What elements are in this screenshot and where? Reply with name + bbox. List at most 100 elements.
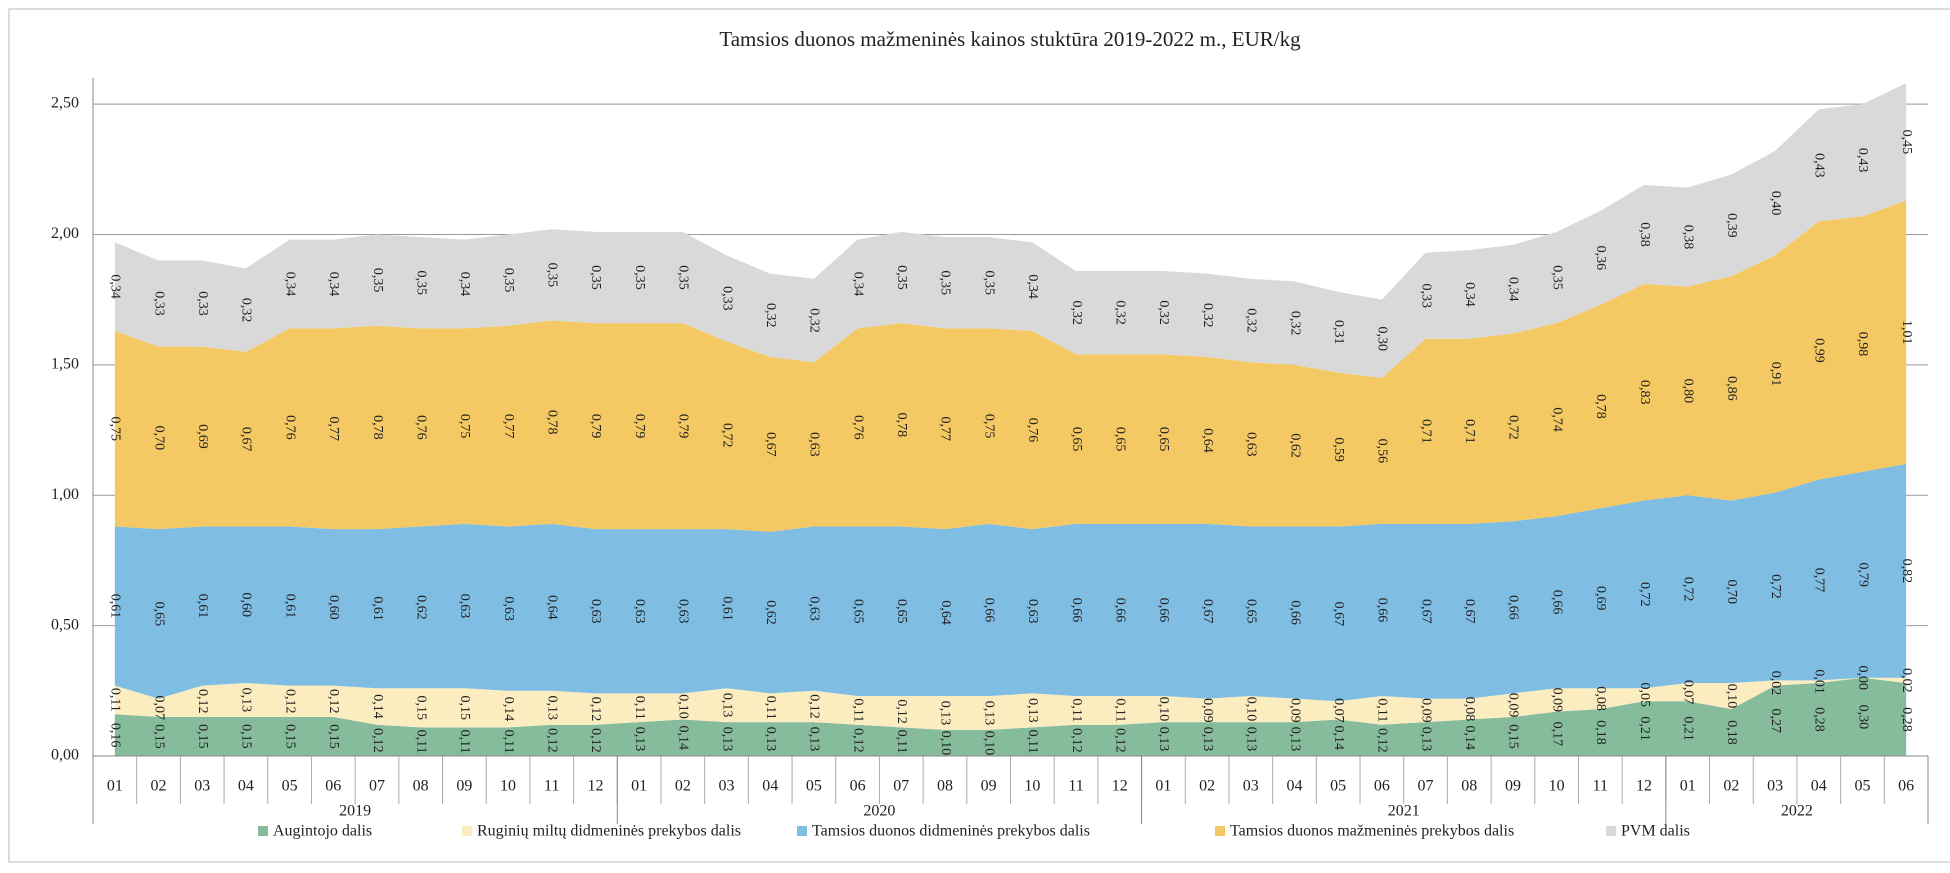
data-label: 0,33 <box>195 291 210 316</box>
x-tick-label: 02 <box>151 778 167 795</box>
legend-swatch <box>1215 826 1225 836</box>
data-label: 0,72 <box>1506 415 1521 440</box>
data-label: 0,76 <box>413 415 428 440</box>
data-label: 0,27 <box>1768 709 1783 734</box>
data-label: 0,33 <box>1418 283 1433 308</box>
x-tick-label: 09 <box>456 778 472 795</box>
data-label: 0,40 <box>1768 191 1783 216</box>
data-label: 0,65 <box>151 602 166 627</box>
chart-title: Tamsios duonos mažmeninės kainos stuktūr… <box>719 27 1301 51</box>
data-label: 0,13 <box>1025 698 1040 723</box>
legend-label: Tamsios duonos mažmeninės prekybos dalis <box>1230 823 1514 840</box>
data-label: 0,69 <box>195 424 210 449</box>
data-label: 0,34 <box>1506 277 1521 302</box>
data-label: 0,78 <box>1593 394 1608 419</box>
data-label: 0,72 <box>1768 574 1783 599</box>
data-label: 0,79 <box>1855 563 1870 588</box>
x-tick-label: 09 <box>1505 778 1521 795</box>
data-label: 0,38 <box>1680 225 1695 250</box>
data-label: 0,12 <box>326 689 341 714</box>
data-label: 0,13 <box>763 727 778 752</box>
data-label: 0,63 <box>676 599 691 624</box>
x-tick-label: 06 <box>325 778 341 795</box>
data-label: 0,21 <box>1637 716 1652 741</box>
data-label: 0,67 <box>239 427 254 452</box>
x-tick-label: 03 <box>1767 778 1783 795</box>
data-label: 0,64 <box>1200 428 1215 453</box>
data-label: 0,30 <box>1855 705 1870 730</box>
data-label: 0,14 <box>676 725 691 750</box>
x-tick-label: 03 <box>194 778 210 795</box>
data-label: 0,11 <box>108 688 123 712</box>
data-label: 0,34 <box>326 272 341 297</box>
data-label: 0,34 <box>108 274 123 299</box>
data-label: 1,01 <box>1899 320 1914 345</box>
data-label: 0,09 <box>1506 693 1521 718</box>
data-label: 0,10 <box>1156 697 1171 722</box>
area <box>114 83 1907 378</box>
data-label: 0,98 <box>1855 332 1870 357</box>
data-label: 0,63 <box>807 432 822 457</box>
area <box>114 200 1907 532</box>
data-label: 0,13 <box>239 688 254 713</box>
data-label: 0,12 <box>195 689 210 714</box>
data-label: 0,32 <box>763 303 778 328</box>
data-label: 0,35 <box>894 265 909 290</box>
data-label: 0,35 <box>981 270 996 295</box>
data-label: 0,72 <box>719 423 734 448</box>
data-label: 0,35 <box>501 268 516 293</box>
x-tick-label: 01 <box>1680 778 1696 795</box>
data-label: 0,18 <box>1724 720 1739 745</box>
data-label: 0,14 <box>501 697 516 722</box>
x-tick-label: 04 <box>1286 778 1302 795</box>
x-group-label: 2020 <box>863 803 895 820</box>
data-label: 0,11 <box>1025 730 1040 754</box>
data-label: 0,99 <box>1812 338 1827 363</box>
data-label: 0,12 <box>807 694 822 719</box>
data-label: 0,32 <box>1113 300 1128 325</box>
data-label: 0,65 <box>1156 427 1171 452</box>
data-label: 0,65 <box>850 599 865 624</box>
data-label: 0,13 <box>1200 727 1215 752</box>
data-label: 0,15 <box>195 724 210 749</box>
data-label: 0,35 <box>938 270 953 295</box>
data-label: 0,11 <box>1375 698 1390 722</box>
data-label: 0,66 <box>981 598 996 623</box>
data-label: 0,12 <box>588 728 603 753</box>
data-label: 0,80 <box>1680 379 1695 404</box>
data-label: 0,72 <box>1680 577 1695 602</box>
data-label: 0,02 <box>1768 671 1783 696</box>
data-label: 0,79 <box>588 414 603 439</box>
data-label: 0,63 <box>1244 432 1259 457</box>
data-label: 0,32 <box>1069 300 1084 325</box>
legend-swatch <box>258 826 268 836</box>
data-label: 0,32 <box>1287 311 1302 336</box>
data-label: 0,09 <box>1418 698 1433 723</box>
data-label: 0,07 <box>1331 698 1346 723</box>
data-label: 0,14 <box>370 694 385 719</box>
data-label: 0,28 <box>1899 707 1914 732</box>
data-label: 0,67 <box>1418 599 1433 624</box>
data-label: 0,67 <box>1200 599 1215 624</box>
x-tick-label: 05 <box>1330 778 1346 795</box>
data-label: 0,13 <box>1156 727 1171 752</box>
data-label: 0,61 <box>719 596 734 621</box>
data-label: 0,77 <box>326 416 341 441</box>
area <box>114 677 1907 756</box>
data-label: 0,67 <box>763 432 778 457</box>
data-label: 0,12 <box>588 697 603 722</box>
data-label: 0,14 <box>1462 725 1477 750</box>
data-label: 0,02 <box>1899 668 1914 693</box>
data-label: 0,11 <box>457 730 472 754</box>
data-label: 0,15 <box>457 696 472 721</box>
y-tick-label: 2,00 <box>51 225 79 242</box>
data-label: 0,13 <box>1244 727 1259 752</box>
data-label: 0,15 <box>413 696 428 721</box>
x-tick-label: 04 <box>238 778 254 795</box>
x-tick-label: 08 <box>1461 778 1477 795</box>
data-label: 0,34 <box>457 272 472 297</box>
data-label: 0,79 <box>632 414 647 439</box>
data-label: 0,11 <box>1113 698 1128 722</box>
data-label: 0,13 <box>719 693 734 718</box>
data-label: 0,35 <box>588 265 603 290</box>
